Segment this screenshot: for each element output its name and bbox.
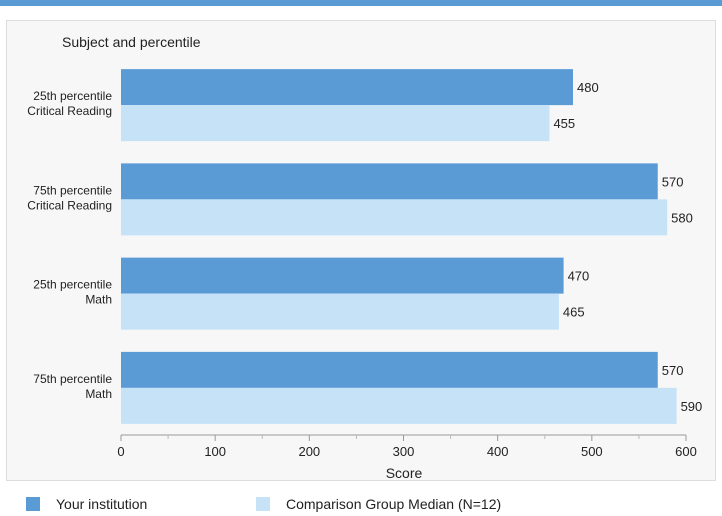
category-label: 75th percentile Math xyxy=(33,372,112,401)
category-label: 25th percentile Math xyxy=(33,278,112,307)
bar xyxy=(121,105,550,142)
data-label: 470 xyxy=(568,269,590,284)
data-label: 570 xyxy=(662,363,684,378)
x-tick-label: 300 xyxy=(393,444,415,459)
x-tick-label: 500 xyxy=(581,444,603,459)
category-label-line: Critical Reading xyxy=(27,104,112,118)
bar xyxy=(121,199,668,236)
bar xyxy=(121,351,658,388)
category-label-line: 75th percentile xyxy=(33,372,112,386)
data-label: 580 xyxy=(671,210,693,225)
category-label-line: Math xyxy=(85,293,112,307)
category-label-line: 25th percentile xyxy=(33,89,112,103)
legend-swatch-primary xyxy=(26,497,40,511)
data-label: 465 xyxy=(563,305,585,320)
legend-swatch-secondary xyxy=(256,497,270,511)
data-label: 590 xyxy=(681,399,703,414)
header-accent-bar xyxy=(0,0,722,6)
category-label: 25th percentile Critical Reading xyxy=(27,89,112,118)
x-tick-label: 600 xyxy=(675,444,697,459)
x-axis-label: Score xyxy=(386,465,423,481)
bar xyxy=(121,293,559,330)
category-label: 75th percentile Critical Reading xyxy=(27,183,112,212)
chart-title: Subject and percentile xyxy=(62,34,201,50)
legend-label: Your institution xyxy=(56,496,148,512)
data-label: 570 xyxy=(662,174,684,189)
x-tick-label: 400 xyxy=(487,444,509,459)
bar xyxy=(121,69,573,106)
category-label-line: 75th percentile xyxy=(33,183,112,197)
legend: Your institution Comparison Group Median… xyxy=(0,482,722,516)
category-label-line: 25th percentile xyxy=(33,278,112,292)
x-tick-label: 100 xyxy=(204,444,226,459)
bar xyxy=(121,387,677,424)
bar xyxy=(121,257,564,294)
legend-label: Comparison Group Median (N=12) xyxy=(286,496,502,512)
data-label: 455 xyxy=(553,116,575,131)
bar xyxy=(121,163,658,200)
category-label-line: Math xyxy=(85,387,112,401)
x-tick-label: 0 xyxy=(117,444,124,459)
bar-chart: Subject and percentile 25th percentile Cr… xyxy=(27,34,703,481)
data-label: 480 xyxy=(577,80,599,95)
category-label-line: Critical Reading xyxy=(27,198,112,212)
x-tick-label: 200 xyxy=(298,444,320,459)
